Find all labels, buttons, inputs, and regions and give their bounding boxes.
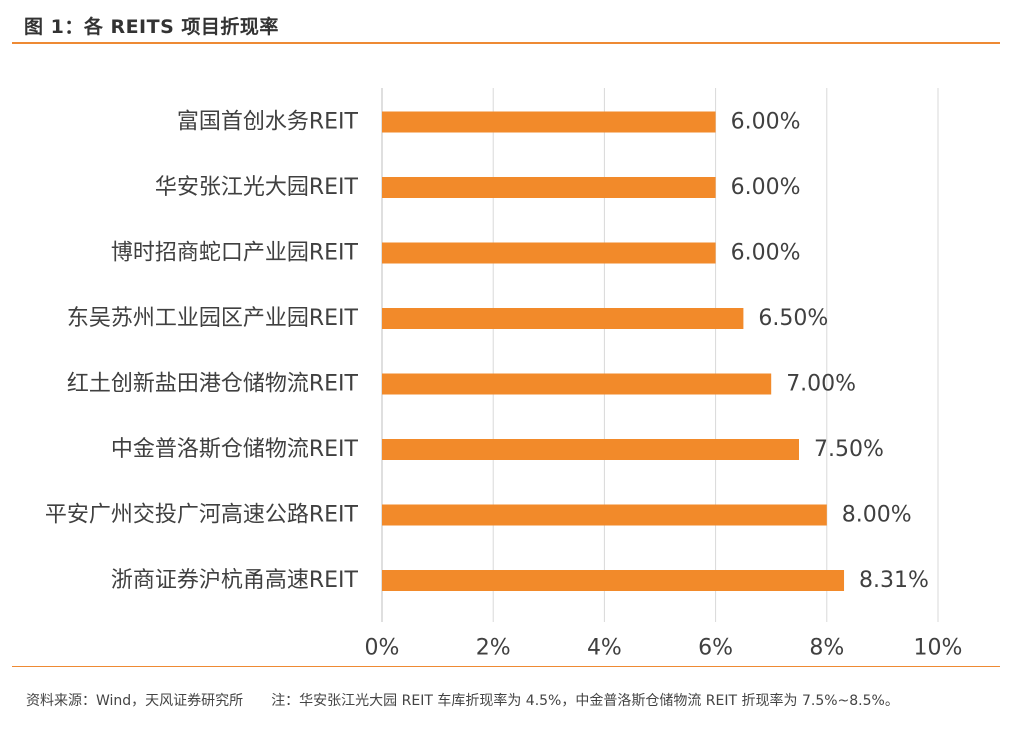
- data-label: 7.50%: [814, 437, 884, 462]
- data-label: 7.00%: [786, 372, 856, 397]
- data-label: 8.31%: [859, 568, 929, 593]
- data-label: 6.50%: [758, 306, 828, 331]
- figure-title: 图 1：各 REITS 项目折现率: [24, 16, 279, 38]
- bar: [382, 177, 716, 198]
- x-tick-label: 8%: [809, 636, 844, 661]
- bar: [382, 504, 827, 526]
- source-text: 资料来源：Wind，天风证券研究所: [26, 693, 244, 709]
- footer-divider: [12, 666, 1000, 667]
- bar: [382, 111, 716, 133]
- data-label: 8.00%: [842, 503, 912, 528]
- source-note: 资料来源：Wind，天风证券研究所 注：华安张江光大园 REIT 车库折现率为 4…: [26, 682, 990, 720]
- bar-chart: 富国首创水务REIT 6.00% 华安张江光大园REIT 6.00% 博时招商蛇口产业园…: [45, 88, 963, 661]
- category-label: 富国首创水务REIT: [177, 110, 359, 135]
- bar: [382, 308, 744, 329]
- x-tick-label: 10%: [914, 636, 963, 661]
- category-label: 博时招商蛇口产业园REIT: [111, 241, 359, 266]
- x-tick-label: 6%: [698, 636, 733, 661]
- x-tick-label: 0%: [365, 636, 400, 661]
- bar: [382, 373, 772, 395]
- bar: [382, 242, 716, 264]
- category-label: 平安广州交投广河高速公路REIT: [45, 503, 359, 528]
- data-label: 6.00%: [731, 110, 801, 135]
- category-label: 中金普洛斯仓储物流REIT: [111, 437, 359, 462]
- x-tick-label: 2%: [476, 636, 511, 661]
- category-label: 华安张江光大园REIT: [155, 175, 359, 200]
- title-divider: [12, 42, 1000, 44]
- x-tick-label: 4%: [587, 636, 622, 661]
- category-label: 红土创新盐田港仓储物流REIT: [67, 372, 359, 397]
- data-label: 6.00%: [731, 241, 801, 266]
- category-label: 东吴苏州工业园区产业园REIT: [67, 306, 359, 331]
- bar: [382, 570, 845, 591]
- category-label: 浙商证券沪杭甬高速REIT: [111, 568, 359, 593]
- bar: [382, 439, 799, 460]
- footnote-text: 注：华安张江光大园 REIT 车库折现率为 4.5%，中金普洛斯仓储物流 REI…: [271, 693, 899, 709]
- data-label: 6.00%: [731, 175, 801, 200]
